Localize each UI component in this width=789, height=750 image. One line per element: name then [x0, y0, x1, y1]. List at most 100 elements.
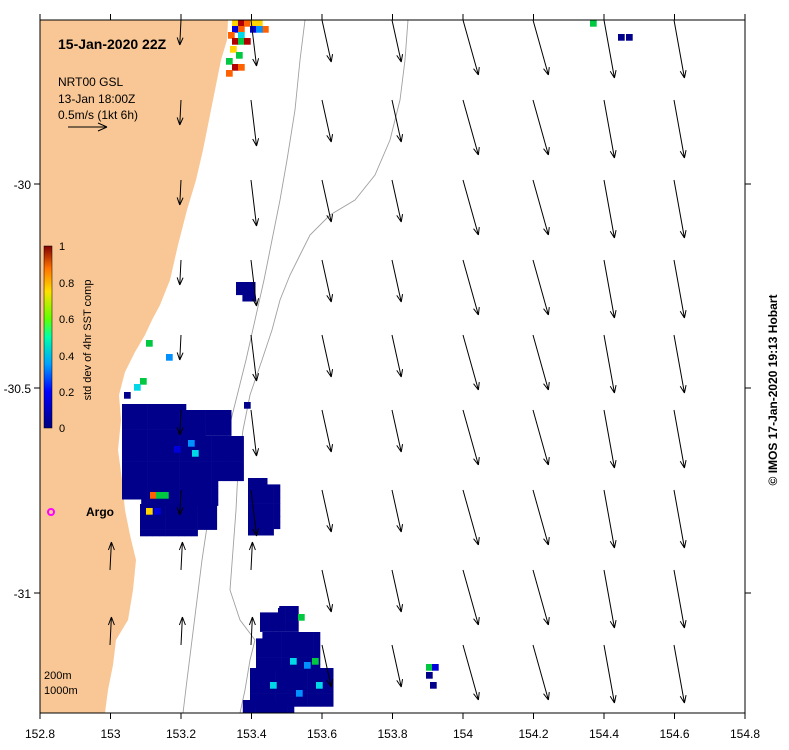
sst-pixel — [273, 510, 281, 517]
sst-pixel — [307, 651, 314, 658]
current-arrow — [178, 616, 186, 646]
sst-pixel — [248, 522, 255, 530]
current-arrow — [744, 180, 745, 183]
sst-pixel — [166, 448, 174, 456]
current-arrow — [532, 179, 550, 236]
sst-pixel — [288, 644, 295, 652]
sst-pixel — [198, 492, 206, 500]
sst-pixel — [218, 461, 225, 469]
sst-pixel — [281, 632, 289, 639]
sst-pixel — [237, 474, 244, 482]
current-arrow — [176, 259, 184, 286]
sst-pixel — [248, 516, 255, 523]
current-arrow — [603, 334, 617, 394]
sst-pixel — [232, 38, 239, 45]
sst-pixel — [160, 423, 168, 430]
sst-pixel — [275, 632, 282, 639]
sst-pixel — [304, 662, 311, 669]
sst-pixel — [186, 448, 193, 456]
sst-pixel — [192, 436, 200, 443]
current-arrow — [321, 259, 334, 303]
current-arrow — [391, 489, 404, 533]
sst-pixel — [260, 510, 268, 517]
sst-pixel — [626, 34, 633, 41]
sst-pixel — [128, 436, 136, 443]
sst-pixel — [268, 700, 276, 707]
x-tick-label: 153.8 — [377, 727, 407, 741]
sst-pixel — [160, 404, 168, 411]
sst-pixel — [267, 528, 274, 536]
sst-pixel — [154, 404, 161, 411]
product-name: NRT00 GSL — [58, 75, 123, 89]
sst-pixel — [186, 422, 194, 430]
sst-pixel — [166, 410, 174, 418]
sst-pixel — [122, 436, 129, 443]
sst-pixel — [173, 410, 180, 418]
sst-pixel — [180, 410, 187, 417]
sst-pixel — [186, 416, 194, 424]
sst-pixel — [197, 516, 205, 524]
sst-pixel — [266, 618, 274, 626]
sst-pixel — [237, 455, 244, 462]
current-arrow — [673, 20, 687, 79]
sst-pixel — [154, 461, 161, 469]
sst-pixel — [268, 706, 276, 713]
sst-pixel — [173, 436, 180, 443]
sst-pixel — [204, 523, 211, 530]
sst-pixel — [166, 455, 174, 462]
sst-pixel — [160, 461, 168, 469]
sst-pixel — [242, 706, 250, 713]
sst-pixel — [267, 522, 274, 530]
sst-pixel — [294, 693, 302, 701]
sst-pixel — [262, 664, 270, 671]
sst-pixel — [296, 690, 303, 697]
sst-pixel — [122, 404, 129, 411]
sst-pixel — [173, 499, 180, 506]
isobath-label-1000m: 1000m — [44, 685, 78, 697]
sst-pixel — [248, 294, 256, 302]
sst-pixel — [160, 448, 168, 456]
sst-pixel — [146, 523, 154, 530]
sst-pixel — [141, 404, 148, 411]
sst-pixel — [186, 474, 193, 482]
sst-pixel — [281, 638, 289, 646]
sst-pixel — [211, 442, 219, 450]
current-arrow — [673, 569, 687, 629]
sst-pixel — [294, 664, 302, 671]
sst-pixel — [172, 516, 179, 524]
sst-pixel — [260, 503, 268, 511]
sst-pixel — [292, 612, 299, 620]
sst-pixel — [179, 442, 187, 450]
sst-pixel — [288, 680, 296, 688]
sst-pixel — [260, 484, 268, 492]
sst-pixel — [262, 632, 270, 639]
colorbar-tick-label: 0.6 — [59, 314, 74, 326]
sst-pixel — [314, 693, 321, 701]
sst-pixel — [248, 510, 255, 517]
current-arrow — [176, 409, 184, 436]
sst-pixel — [307, 668, 315, 675]
sst-pixel — [184, 529, 192, 537]
x-tick-label: 154.4 — [589, 727, 619, 741]
x-tick-label: 153.4 — [236, 727, 266, 741]
sst-pixel — [128, 423, 136, 430]
sst-pixel — [307, 700, 315, 707]
sst-pixel — [313, 638, 321, 646]
sst-pixel — [156, 492, 163, 499]
current-arrow — [603, 409, 617, 469]
current-arrow — [250, 489, 260, 537]
sst-pixel — [178, 516, 186, 524]
sst-pixel — [186, 480, 193, 487]
sst-pixel — [218, 410, 226, 417]
sst-pixel — [198, 468, 206, 475]
sst-pixel — [184, 510, 192, 518]
sst-pixel — [198, 461, 206, 469]
sst-pixel — [313, 664, 321, 671]
sst-pixel — [212, 416, 219, 424]
sst-pixel — [224, 468, 232, 475]
argo-float-marker[interactable] — [47, 508, 55, 516]
sst-pixel — [237, 461, 244, 469]
sst-pixel — [211, 468, 219, 475]
sst-pixel — [212, 410, 219, 417]
sst-pixel — [198, 442, 206, 450]
